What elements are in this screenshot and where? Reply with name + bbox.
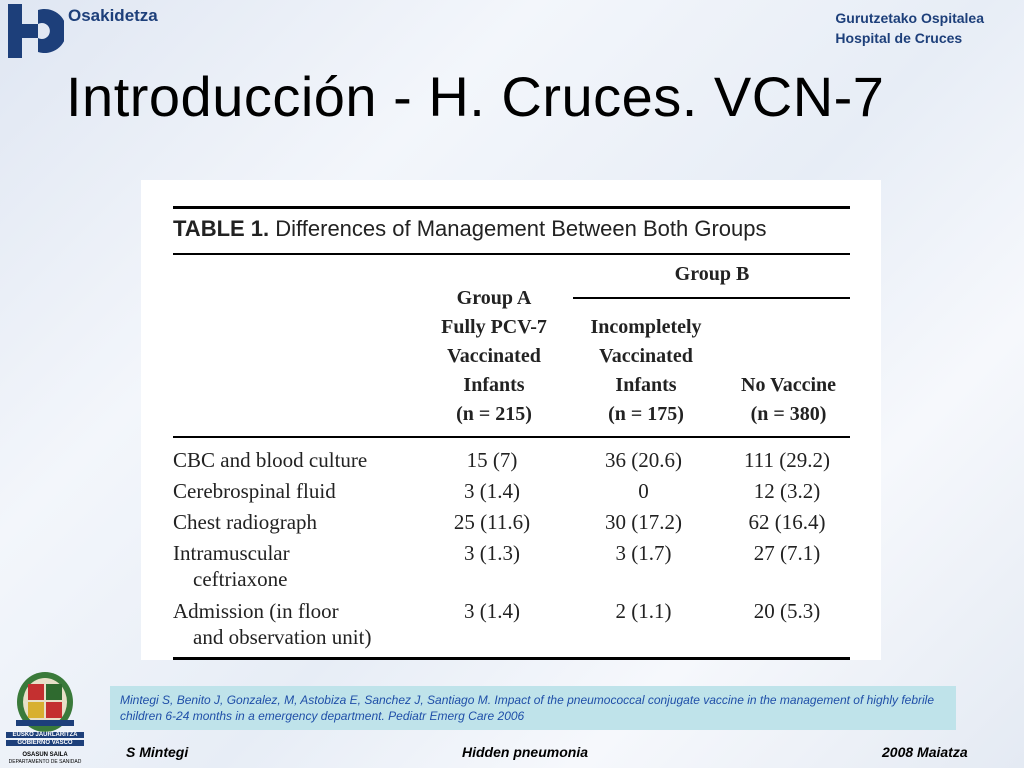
- group-a-header-line: Vaccinated: [447, 345, 541, 367]
- cell-no-vaccine: 12 (3.2): [753, 479, 821, 503]
- cell-no-vaccine: 111 (29.2): [744, 448, 830, 472]
- cell-group-a: 15 (7): [466, 448, 518, 472]
- group-a-header: Group A Fully PCV-7 Vaccinated Infants (…: [419, 284, 569, 429]
- caption-rule: [173, 253, 850, 255]
- group-b-header: Group B: [674, 263, 750, 285]
- cell-group-a: 3 (1.4): [464, 599, 520, 623]
- group-a-header-line: (n = 215): [456, 403, 532, 425]
- table-caption-label: TABLE 1.: [173, 216, 270, 241]
- footer-author: S Mintegi: [126, 744, 189, 760]
- table-top-rule: [173, 206, 850, 209]
- table-panel: TABLE 1. Differences of Management Betwe…: [141, 180, 881, 660]
- group-a-header-line: Infants: [463, 374, 525, 396]
- header-line: (n = 380): [750, 403, 827, 425]
- osakidetza-logo-icon: [8, 4, 64, 58]
- cell-group-a: 3 (1.3): [464, 541, 520, 565]
- footer-date: 2008 Maiatza: [882, 744, 968, 760]
- cell-incompletely: 2 (1.1): [615, 599, 672, 623]
- row-label: Cerebrospinal fluid: [173, 479, 336, 503]
- header-rule: [173, 436, 850, 438]
- slide-title: Introducción - H. Cruces. VCN-7: [66, 65, 885, 128]
- cell-incompletely: 0: [638, 479, 649, 503]
- group-b-rule: [573, 297, 850, 299]
- seal-line: GOBIERNO VASCO: [6, 740, 84, 746]
- header-line: Incompletely: [590, 316, 702, 338]
- hospital-name-basque: Gurutzetako Ospitalea: [835, 10, 984, 26]
- header-line: (n = 175): [608, 403, 684, 425]
- group-a-header-line: Fully PCV-7: [441, 316, 547, 338]
- row-label: Admission (in floor: [173, 599, 339, 623]
- table-caption-text: Differences of Management Between Both G…: [275, 216, 767, 241]
- header-line: No Vaccine: [741, 374, 836, 396]
- no-vaccine-header: No Vaccine (n = 380): [721, 371, 856, 429]
- cell-group-a: 25 (11.6): [453, 510, 531, 534]
- coat-of-arms-icon: [16, 672, 74, 732]
- incompletely-vaccinated-header: Incompletely Vaccinated Infants (n = 175…: [571, 313, 721, 429]
- cell-incompletely: 36 (20.6): [605, 448, 682, 472]
- row-label: Intramuscular: [173, 541, 290, 565]
- row-label-continued: and observation unit): [193, 625, 372, 649]
- header-line: Infants: [615, 374, 677, 396]
- row-label: CBC and blood culture: [173, 448, 368, 472]
- cell-group-a: 3 (1.4): [464, 479, 520, 503]
- footer-topic: Hidden pneumonia: [462, 744, 588, 760]
- cell-incompletely: 3 (1.7): [615, 541, 672, 565]
- seal-line: EUSKO JAURLARITZA: [6, 732, 84, 738]
- citation: Mintegi S, Benito J, Gonzalez, M, Astobi…: [110, 686, 956, 730]
- org-name: Osakidetza: [68, 6, 158, 25]
- header-line: Vaccinated: [599, 345, 693, 367]
- government-seal: EUSKO JAURLARITZA GOBIERNO VASCO OSASUN …: [6, 670, 84, 768]
- row-label-continued: ceftriaxone: [193, 567, 288, 591]
- cell-no-vaccine: 27 (7.1): [753, 541, 821, 565]
- table-caption: TABLE 1. Differences of Management Betwe…: [173, 216, 767, 242]
- row-label: Chest radiograph: [173, 510, 318, 534]
- group-a-header-line: Group A: [456, 287, 532, 309]
- cell-incompletely: 30 (17.2): [605, 510, 682, 534]
- cell-no-vaccine: 20 (5.3): [753, 599, 821, 623]
- table-bottom-rule: [173, 657, 850, 660]
- seal-line: DEPARTAMENTO DE SANIDAD: [8, 759, 82, 765]
- hospital-name: Gurutzetako Ospitalea Hospital de Cruces: [835, 8, 984, 48]
- hospital-name-spanish: Hospital de Cruces: [835, 30, 963, 46]
- cell-no-vaccine: 62 (16.4): [748, 510, 826, 534]
- seal-line: OSASUN SAILA: [22, 752, 68, 758]
